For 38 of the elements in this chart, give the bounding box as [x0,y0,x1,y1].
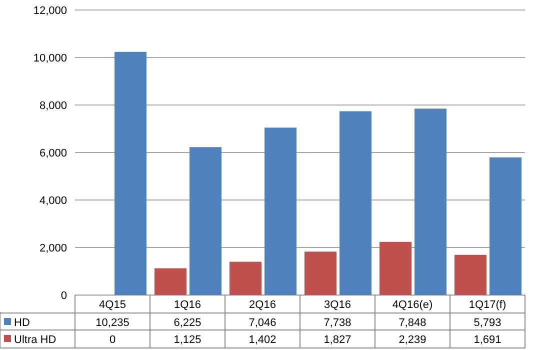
data-label: 0 [109,334,116,346]
data-label: 1,691 [474,334,502,346]
bar [190,147,222,295]
bar [340,111,372,295]
data-label: 10,235 [96,317,130,329]
y-tick-label: 0 [60,290,67,302]
data-label: 1,402 [248,334,276,346]
y-tick-label: 2,000 [39,242,67,254]
x-tick-label: 1Q16 [174,299,201,311]
x-tick-label: 4Q15 [99,299,126,311]
bar [304,252,336,295]
legend-label: Ultra HD [14,334,56,346]
y-tick-label: 12,000 [33,4,67,17]
data-label: 6,225 [174,317,202,329]
data-label: 1,125 [174,334,202,346]
bar [264,128,296,295]
data-label: 2,239 [398,334,426,346]
bar [454,254,486,295]
x-tick-label: 3Q16 [324,299,351,311]
data-label: 7,046 [248,317,276,329]
data-label: 7,848 [398,317,426,329]
data-label: 1,827 [324,334,352,346]
y-tick-label: 6,000 [39,147,67,160]
y-tick-label: 4,000 [39,194,67,207]
bar [414,108,446,295]
bar [380,242,412,295]
bar [154,268,186,295]
data-label: 5,793 [474,317,502,329]
bar [114,52,146,295]
bar [490,157,522,295]
y-tick-label: 10,000 [33,52,67,64]
x-tick-label: 2Q16 [249,299,276,311]
legend-label: HD [14,317,30,329]
y-tick-label: 8,000 [39,100,67,112]
data-label: 7,738 [324,317,352,329]
x-tick-label: 4Q16(e) [392,299,433,311]
bar [230,262,262,295]
x-tick-label: 1Q17(f) [468,299,506,311]
